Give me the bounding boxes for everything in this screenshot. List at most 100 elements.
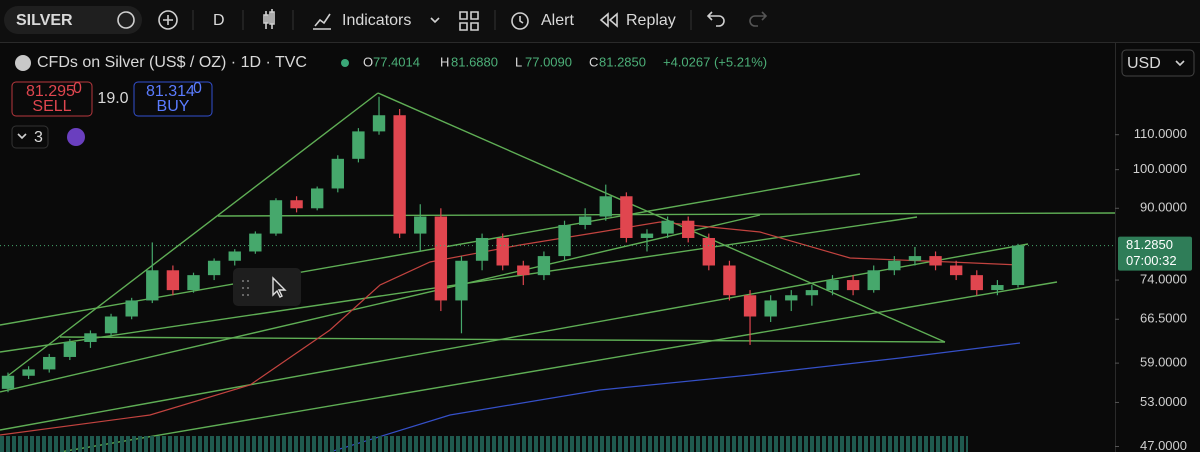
candle-body [558, 224, 571, 257]
open-value: 77.4014 [373, 54, 420, 69]
sell-fraction[interactable]: 0 [73, 80, 82, 97]
high-label: H [440, 54, 449, 69]
candle-body [249, 233, 262, 252]
candle-body [166, 270, 180, 291]
y-tick-label: 47.0000 [1140, 438, 1187, 452]
layouts-button[interactable] [459, 11, 479, 31]
alert-icon[interactable] [511, 12, 529, 30]
buy-button[interactable]: 81.314 0 BUY [133, 80, 213, 117]
candle-body [352, 131, 365, 159]
candle-body [867, 270, 880, 291]
candle-body [393, 115, 406, 234]
candle-body [908, 256, 922, 261]
symbol[interactable]: SILVER [16, 12, 73, 29]
candle-body [22, 369, 35, 376]
y-tick-label: 74.0000 [1140, 271, 1187, 286]
candle-body [434, 216, 448, 301]
candle-body [826, 280, 839, 291]
y-tick-label: 100.0000 [1133, 161, 1187, 176]
candle-body [949, 265, 963, 276]
buy-fraction[interactable]: 0 [193, 80, 202, 97]
market-status [341, 59, 349, 67]
y-tick-label: 66.5000 [1140, 311, 1187, 326]
floating-toolbar[interactable] [233, 268, 301, 306]
candle-body [661, 220, 674, 234]
sell-label[interactable]: SELL [32, 98, 71, 115]
y-tick-label: 53.0000 [1140, 394, 1187, 409]
close-value: 81.2850 [599, 54, 646, 69]
candle-body [475, 237, 489, 261]
interval-button[interactable]: D [213, 12, 225, 29]
candle-body [517, 265, 530, 276]
indicators-toggle-arrow[interactable] [17, 133, 27, 140]
candle-body [764, 300, 777, 317]
compare-button[interactable] [158, 10, 178, 30]
alert-button[interactable]: Alert [541, 12, 574, 29]
currency-select[interactable]: USD [1121, 49, 1195, 77]
buy-box[interactable] [133, 81, 213, 117]
plus-icon[interactable] [158, 10, 178, 30]
sell-price[interactable]: 81.295 [26, 83, 75, 100]
candle-body [970, 275, 983, 291]
sync-icon[interactable] [67, 128, 85, 146]
candle-body [991, 285, 1004, 291]
low-value: 77.0090 [525, 54, 572, 69]
candle-body [331, 158, 344, 189]
candle-body [929, 256, 942, 266]
candle-body [84, 333, 97, 342]
redo-button[interactable] [749, 11, 768, 27]
candle-body [496, 237, 509, 266]
sell-box[interactable] [11, 81, 93, 117]
currency[interactable]: USD [1127, 55, 1161, 72]
trend-line [4, 92, 379, 379]
cursor-icon[interactable] [272, 276, 287, 298]
indicators-button[interactable]: Indicators [342, 12, 411, 29]
currency-arrow[interactable] [1175, 60, 1185, 67]
y-tick-label: 59.0000 [1140, 355, 1187, 370]
candle-body [43, 356, 56, 370]
candle-body [207, 260, 221, 276]
spread: 19.0 [97, 90, 128, 107]
high-value: 81.6880 [451, 54, 498, 69]
candle-body [290, 200, 303, 209]
candle-body [620, 196, 633, 238]
indicators-toggle[interactable]: 3 [11, 125, 49, 149]
symbol-search[interactable]: SILVER [4, 6, 142, 34]
open-label: O [363, 54, 373, 69]
symbol-pill[interactable] [4, 6, 142, 34]
symbol-icon[interactable] [117, 11, 135, 29]
plot [1, 96, 1025, 393]
candle-body [743, 295, 757, 317]
candle-body [125, 300, 138, 317]
replay-icon[interactable] [599, 12, 618, 28]
candle-body [599, 196, 612, 217]
candle-body [785, 295, 798, 301]
trend-line [217, 212, 1116, 217]
trend-line [377, 92, 946, 343]
currency-box[interactable] [1121, 49, 1195, 77]
indicators-toggle-box[interactable] [11, 125, 49, 149]
chart-type-button[interactable] [263, 9, 275, 29]
close-label: C [589, 54, 598, 69]
moving-average-blue [329, 342, 1021, 452]
indicators-icon[interactable] [313, 13, 331, 30]
undo-button[interactable] [706, 11, 725, 27]
indicator-count[interactable]: 3 [34, 129, 43, 146]
candle-body [311, 188, 324, 209]
trend-line [0, 214, 761, 393]
candle-body [888, 260, 901, 271]
buy-price[interactable]: 81.314 [146, 83, 195, 100]
sell-button[interactable]: 81.295 0 SELL [11, 80, 93, 117]
drag-handle[interactable] [242, 280, 249, 296]
buy-label[interactable]: BUY [157, 98, 190, 115]
candle-body [104, 316, 118, 334]
plus-icon-cross[interactable] [163, 15, 173, 25]
y-tick-label: 110.0000 [1134, 126, 1187, 141]
indicators-dropdown[interactable] [430, 17, 440, 24]
replay-button[interactable]: Replay [626, 12, 676, 29]
candle-body [846, 280, 860, 291]
alert-icon-hands[interactable] [519, 16, 524, 24]
floating-toolbar-box[interactable] [233, 268, 301, 306]
trend-line [0, 173, 861, 326]
